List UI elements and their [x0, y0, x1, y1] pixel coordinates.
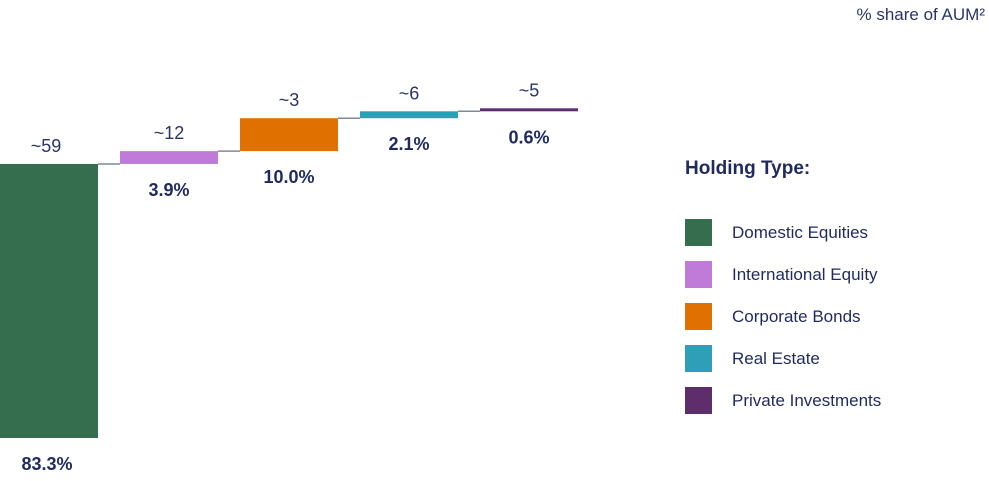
bar-private-investments [480, 108, 578, 112]
bar-international-equity [120, 151, 218, 164]
legend-label: Real Estate [732, 348, 820, 368]
top-label: ~59 [31, 136, 62, 156]
top-label: ~12 [154, 123, 185, 143]
value-label: 83.3% [21, 454, 72, 474]
legend-title: Holding Type: [685, 158, 811, 179]
legend-swatch [685, 387, 712, 414]
legend-label: Private Investments [732, 390, 882, 410]
value-label: 2.1% [388, 134, 429, 154]
legend-swatch [685, 303, 712, 330]
bar-domestic-equities [0, 163, 98, 438]
legend-label: Corporate Bonds [732, 306, 861, 326]
chart-plot: ~59 83.3% ~12 3.9% ~3 10.0% ~6 2.1% ~5 0.6% [0, 80, 578, 474]
unit-label: % share of AUM² [856, 5, 986, 24]
value-label: 0.6% [508, 127, 549, 147]
top-label: ~6 [399, 83, 420, 103]
legend: Holding Type: Domestic Equities Internat… [685, 158, 975, 429]
legend-item-domestic-equities: Domestic Equities [685, 219, 975, 246]
legend-swatch [685, 219, 712, 246]
top-label: ~3 [279, 90, 300, 110]
legend-swatch [685, 345, 712, 372]
bar-real-estate [360, 111, 458, 119]
value-label: 10.0% [263, 167, 314, 187]
legend-item-private-investments: Private Investments [685, 387, 975, 414]
legend-item-international-equity: International Equity [685, 261, 975, 288]
value-label: 3.9% [148, 180, 189, 200]
bar-corporate-bonds [240, 118, 338, 152]
legend-item-real-estate: Real Estate [685, 345, 975, 372]
legend-label: International Equity [732, 264, 878, 284]
legend-swatch [685, 261, 712, 288]
top-label: ~5 [519, 80, 540, 100]
legend-item-corporate-bonds: Corporate Bonds [685, 303, 975, 330]
legend-label: Domestic Equities [732, 222, 869, 242]
